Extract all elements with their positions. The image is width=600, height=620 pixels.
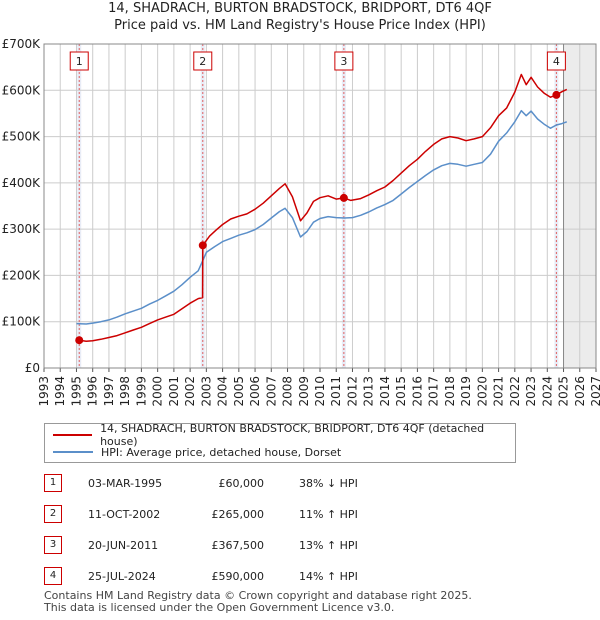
title-line-2: Price paid vs. HM Land Registry's House … [114,18,486,33]
x-tick-label: 2000 [151,376,165,407]
row-hpi: 14% ↑ HPI [299,570,358,583]
x-tick-label: 2017 [427,376,441,407]
x-tick-label: 2008 [281,376,295,407]
footer-line-1: Contains HM Land Registry data © Crown c… [44,589,472,602]
y-tick-label: £100K [2,315,42,329]
row-hpi: 11% ↑ HPI [299,508,358,521]
x-tick-label: 2020 [475,376,489,407]
purchase-point-2 [198,241,207,250]
row-date: 25-JUL-2024 [88,570,156,583]
x-tick-label: 1995 [69,376,83,407]
x-tick-label: 2010 [313,376,327,407]
purchase-marker-label-3: 3 [340,55,347,68]
x-tick-label: 2018 [443,376,457,407]
y-tick-label: £300K [2,222,42,236]
footer: Contains HM Land Registry data © Crown c… [44,590,472,614]
x-tick-label: 2019 [459,376,473,407]
y-tick-label: £400K [2,176,42,190]
legend-swatch-property [53,434,93,436]
row-price: £265,000 [211,508,265,521]
legend-item-hpi: HPI: Average price, detached house, Dors… [53,444,341,460]
x-tick-label: 2004 [216,376,230,407]
y-tick-label: £500K [2,130,42,144]
purchase-marker-box-3 [334,51,354,71]
x-tick-label: 2011 [329,376,343,407]
legend-swatch-hpi [53,451,93,453]
table-row: 4 25-JUL-2024 £590,000 14% ↑ HPI [44,565,484,587]
row-date: 03-MAR-1995 [88,477,163,490]
row-hpi: 13% ↑ HPI [299,539,358,552]
property-series-line [79,73,568,342]
row-number-badge: 4 [44,567,62,585]
row-price: £60,000 [218,477,265,490]
footer-line-2: This data is licensed under the Open Gov… [44,601,395,614]
purchase-marker-box-2 [193,51,213,71]
purchase-marker-box-4 [546,51,566,71]
x-tick-label: 2015 [394,376,408,407]
x-tick-label: 2002 [183,376,197,407]
chart-title: 14, SHADRACH, BURTON BRADSTOCK, BRIDPORT… [0,0,600,34]
x-tick-label: 2025 [557,376,571,407]
row-price: £590,000 [211,570,265,583]
price-chart: £0 £100K £200K £300K £400K £500K £600K £700K 199… [2,37,600,407]
x-tick-label: 1993 [37,376,51,407]
legend-label-hpi: HPI: Average price, detached house, Dors… [101,445,342,459]
row-price: £367,500 [211,539,265,552]
y-tick-label: £700K [2,37,42,51]
row-hpi: 38% ↓ HPI [299,477,358,490]
x-tick-label: 2016 [410,376,424,407]
table-row: 2 11-OCT-2002 £265,000 11% ↑ HPI [44,503,484,525]
purchase-marker-label-4: 4 [553,55,560,68]
x-tick-label: 2022 [508,376,522,407]
hpi-series-line [76,109,568,325]
x-tick-label: 1994 [53,376,67,407]
purchase-point-3 [339,193,348,202]
x-tick-label: 2014 [378,376,392,407]
x-tick-label: 1998 [118,376,132,407]
purchase-marker-label-2: 2 [199,55,206,68]
x-tick-label: 2005 [232,376,246,407]
row-number-badge: 3 [44,536,62,554]
y-tick-label: £200K [2,268,42,282]
x-tick-label: 2021 [492,376,506,407]
y-tick-label: £0 [25,361,40,375]
legend: 14, SHADRACH, BURTON BRADSTOCK, BRIDPORT… [44,422,516,463]
title-line-1: 14, SHADRACH, BURTON BRADSTOCK, BRIDPORT… [108,1,492,16]
x-tick-label: 2009 [297,376,311,407]
row-date: 11-OCT-2002 [88,508,161,521]
x-tick-label: 1999 [134,376,148,407]
x-tick-label: 2007 [264,376,278,407]
x-tick-label: 1996 [86,376,100,407]
x-tick-label: 2026 [573,376,587,407]
x-tick-label: 2006 [248,376,262,407]
x-tick-label: 2027 [589,376,600,407]
purchase-marker-box-1 [69,51,89,71]
legend-label-property: 14, SHADRACH, BURTON BRADSTOCK, BRIDPORT… [100,422,485,448]
legend-item-property: 14, SHADRACH, BURTON BRADSTOCK, BRIDPORT… [53,422,515,448]
purchase-point-4 [552,90,561,99]
row-date: 20-JUN-2011 [88,539,159,552]
row-number-badge: 2 [44,505,62,523]
x-tick-label: 2023 [524,376,538,407]
purchase-point-1 [75,336,84,345]
table-row: 1 03-MAR-1995 £60,000 38% ↓ HPI [44,472,484,494]
x-tick-label: 2003 [199,376,213,407]
table-row: 3 20-JUN-2011 £367,500 13% ↑ HPI [44,534,484,556]
x-tick-label: 2001 [167,376,181,407]
row-number-badge: 1 [44,474,62,492]
x-tick-label: 2024 [540,376,554,407]
x-tick-label: 2013 [362,376,376,407]
x-tick-label: 1997 [102,376,116,407]
purchase-marker-label-1: 1 [76,55,83,68]
y-tick-label: £600K [2,83,42,97]
x-tick-label: 2012 [345,376,359,407]
plot-frame [43,43,597,369]
